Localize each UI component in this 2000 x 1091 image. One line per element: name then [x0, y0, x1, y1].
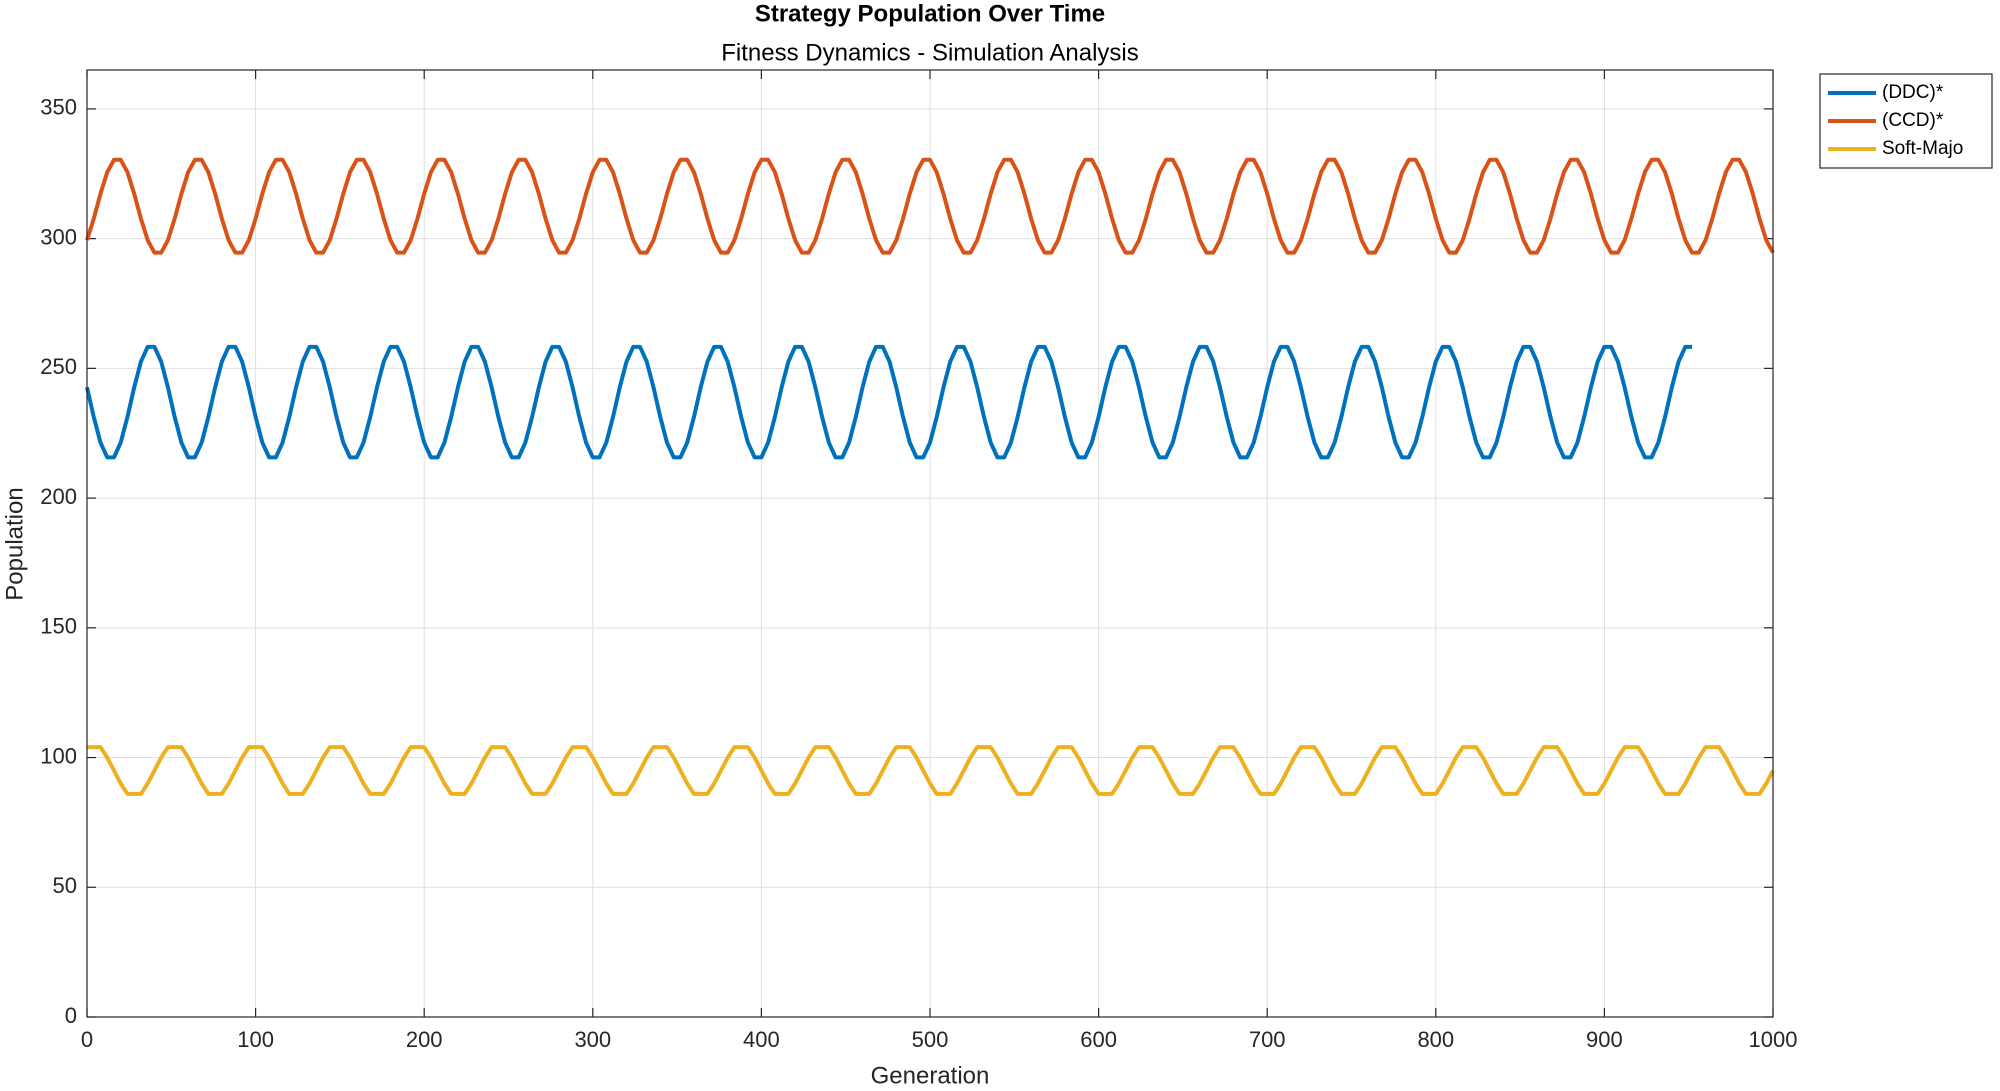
legend-label: (DDC)* — [1882, 82, 1944, 103]
chart-subtitle: Fitness Dynamics - Simulation Analysis — [721, 39, 1138, 66]
x-tick-label: 400 — [743, 1027, 780, 1052]
y-tick-label: 350 — [40, 95, 77, 120]
x-tick-label: 500 — [912, 1027, 949, 1052]
chart-title: Strategy Population Over Time — [755, 0, 1105, 27]
y-axis-label: Population — [1, 487, 28, 600]
y-tick-label: 100 — [40, 743, 77, 768]
legend-label: Soft-Majo — [1882, 138, 1963, 159]
x-tick-label: 0 — [81, 1027, 93, 1052]
x-tick-label: 800 — [1417, 1027, 1454, 1052]
y-tick-label: 250 — [40, 354, 77, 379]
x-axis-label: Generation — [871, 1062, 990, 1089]
x-tick-label: 900 — [1586, 1027, 1623, 1052]
legend: (DDC)* (CCD)* Soft-Majo — [1819, 73, 1993, 169]
x-tick-label: 600 — [1080, 1027, 1117, 1052]
y-tick-label: 0 — [65, 1003, 77, 1028]
y-tick-label: 300 — [40, 224, 77, 249]
x-tick-label: 100 — [237, 1027, 274, 1052]
x-tick-label: 300 — [574, 1027, 611, 1052]
legend-label: (CCD)* — [1882, 110, 1944, 131]
y-tick-label: 150 — [40, 614, 77, 639]
y-tick-label: 200 — [40, 484, 77, 509]
series-line — [85, 157, 1775, 255]
axes-box — [86, 69, 1774, 1018]
x-tick-label: 200 — [406, 1027, 443, 1052]
y-tick-label: 50 — [53, 873, 77, 898]
series-line — [85, 344, 1693, 460]
series-line — [87, 745, 1775, 796]
x-tick-label: 1000 — [1749, 1027, 1798, 1052]
x-tick-label: 700 — [1249, 1027, 1286, 1052]
